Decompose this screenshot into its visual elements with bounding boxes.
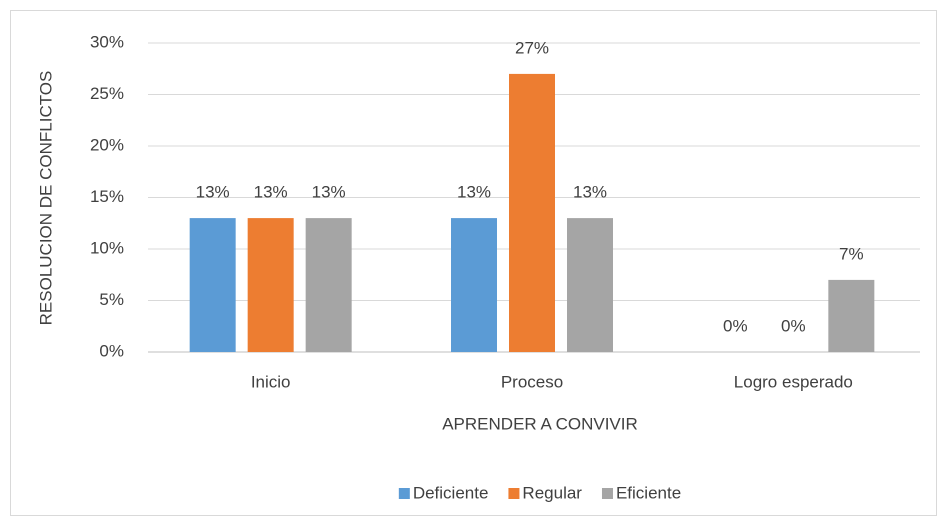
y-tick-label: 0% [99, 341, 124, 360]
data-label: 13% [573, 183, 607, 202]
bar [189, 218, 236, 352]
data-label: 7% [839, 244, 864, 263]
y-tick-label: 25% [90, 84, 124, 103]
data-label: 27% [515, 38, 549, 57]
bar [828, 279, 875, 352]
bar [567, 218, 613, 352]
bar [305, 218, 352, 352]
y-tick-label: 20% [90, 135, 124, 154]
data-label: 0% [723, 316, 748, 335]
y-tick-label: 30% [90, 32, 124, 51]
y-tick-label: 10% [90, 238, 124, 257]
legend-label: Deficiente [413, 483, 489, 502]
data-label: 0% [781, 316, 806, 335]
y-axis-title: RESOLUCION DE CONFLICTOS [36, 71, 55, 326]
data-label: 13% [312, 183, 346, 202]
x-tick-label: Logro esperado [734, 372, 853, 391]
x-axis-title: APRENDER A CONVIVIR [442, 414, 638, 433]
data-label: 13% [196, 183, 230, 202]
bar [247, 218, 294, 352]
legend-label: Eficiente [616, 483, 681, 502]
bar [451, 218, 497, 352]
x-tick-label: Inicio [251, 372, 291, 391]
x-tick-label: Proceso [501, 372, 563, 391]
y-tick-label: 15% [90, 187, 124, 206]
bar [509, 73, 555, 353]
legend-swatch [398, 488, 410, 499]
data-label: 13% [457, 183, 491, 202]
legend-swatch [508, 488, 520, 499]
data-label: 13% [254, 183, 288, 202]
legend-label: Regular [522, 483, 582, 502]
legend-swatch [601, 488, 613, 499]
y-tick-label: 5% [99, 290, 124, 309]
